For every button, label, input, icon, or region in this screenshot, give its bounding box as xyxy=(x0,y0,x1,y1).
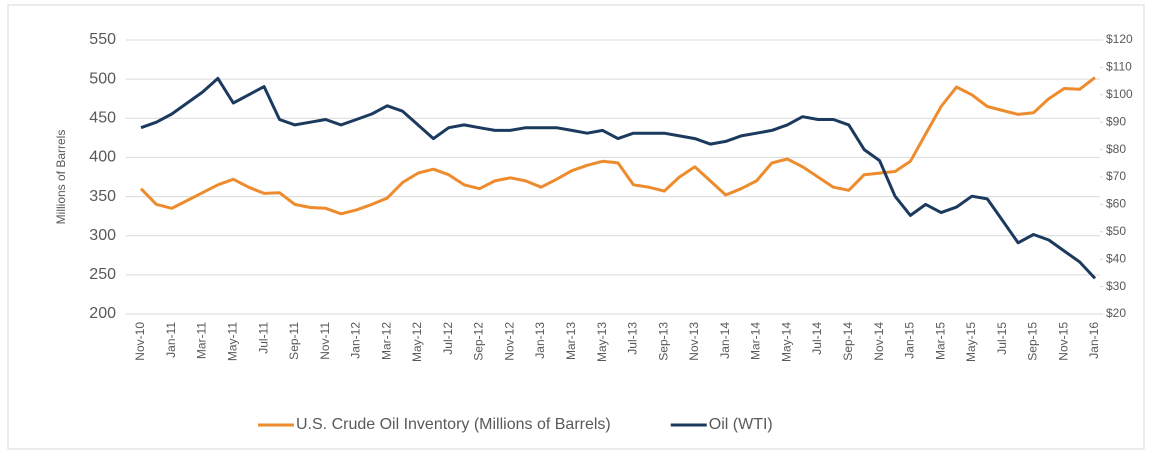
y2-tick-label: $110 xyxy=(1106,60,1132,74)
x-tick-label: Mar-15 xyxy=(933,322,947,360)
x-tick-label: May-12 xyxy=(410,322,424,362)
y-tick-label: 400 xyxy=(89,149,116,166)
y-tick-label: 200 xyxy=(89,305,116,322)
y2-tick-label: $60 xyxy=(1106,197,1126,211)
x-tick-label: Jan-13 xyxy=(533,322,547,359)
x-tick-label: Sep-14 xyxy=(841,322,855,361)
y2-tick-label: $100 xyxy=(1106,87,1133,101)
x-tick-label: May-11 xyxy=(225,322,239,361)
x-tick-label: Mar-12 xyxy=(379,322,393,360)
y-tick-label: 300 xyxy=(89,227,116,244)
x-tick-label: Mar-11 xyxy=(195,322,209,359)
x-tick-label: Jul-11 xyxy=(256,322,270,354)
y2-tick-label: $30 xyxy=(1106,279,1126,293)
x-tick-label: Nov-12 xyxy=(502,322,516,361)
x-tick-label: Mar-13 xyxy=(564,322,578,360)
x-tick-label: Jul-13 xyxy=(626,322,640,355)
x-tick-label: Sep-13 xyxy=(656,322,670,361)
x-tick-label: Mar-14 xyxy=(749,322,763,360)
x-tick-label: Jan-11 xyxy=(164,322,178,358)
y2-tick-label: $80 xyxy=(1106,142,1126,156)
y-tick-label: 500 xyxy=(89,70,116,87)
y2-tick-label: $50 xyxy=(1106,224,1126,238)
x-tick-label: Jul-15 xyxy=(995,322,1009,355)
x-tick-label: Sep-12 xyxy=(472,322,486,361)
x-tick-label: Nov-15 xyxy=(1056,322,1070,361)
x-tick-label: Jul-12 xyxy=(441,322,455,355)
x-tick-label: Sep-11 xyxy=(287,322,301,360)
x-tick-label: May-14 xyxy=(779,322,793,362)
x-tick-label: Nov-11 xyxy=(318,322,332,360)
series-line xyxy=(140,76,1097,280)
y-axis-label: Millions of Barrels xyxy=(54,130,68,225)
y-tick-label: 350 xyxy=(89,188,116,205)
y2-tick-label: $70 xyxy=(1106,169,1126,183)
chart-border xyxy=(7,4,1145,450)
y2-tick-label: $120 xyxy=(1106,32,1133,46)
y-tick-label: 450 xyxy=(89,110,116,127)
x-tick-label: Nov-10 xyxy=(133,322,147,361)
y-tick-label: 550 xyxy=(89,31,116,48)
x-tick-label: Nov-13 xyxy=(687,322,701,361)
x-tick-label: Jan-14 xyxy=(718,322,732,359)
x-tick-label: Jan-15 xyxy=(903,322,917,359)
y-tick-label: 250 xyxy=(89,266,116,283)
x-tick-label: Sep-15 xyxy=(1026,322,1040,361)
y2-tick-label: $40 xyxy=(1106,251,1126,265)
x-tick-label: Jan-12 xyxy=(349,322,363,359)
x-tick-label: Jan-16 xyxy=(1087,322,1101,359)
legend-label: Oil (WTI) xyxy=(709,416,773,433)
y2-tick-label: $90 xyxy=(1106,114,1126,128)
x-tick-label: May-15 xyxy=(964,322,978,362)
x-tick-label: May-13 xyxy=(595,322,609,362)
legend-label: U.S. Crude Oil Inventory (Millions of Ba… xyxy=(296,416,611,433)
x-tick-label: Nov-14 xyxy=(872,322,886,361)
series-line xyxy=(139,76,1096,216)
y2-tick-label: $20 xyxy=(1106,306,1126,320)
x-tick-label: Jul-14 xyxy=(810,322,824,355)
